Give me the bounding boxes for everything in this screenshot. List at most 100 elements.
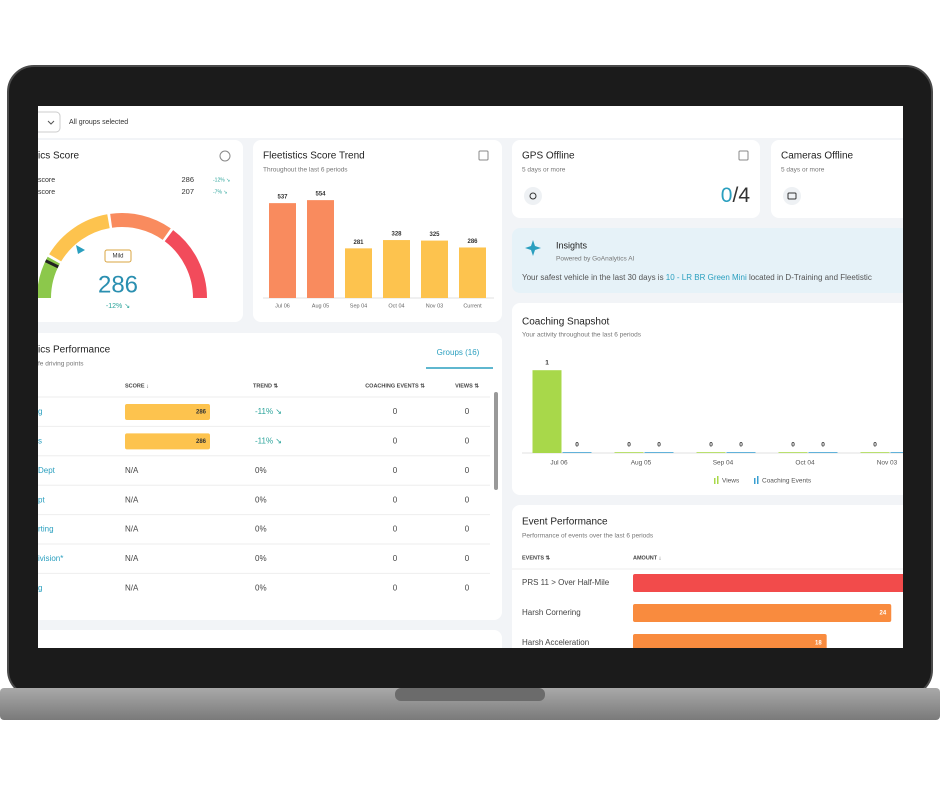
bar	[614, 452, 644, 453]
vehicle-link[interactable]: 10 - LR BR Green Mini	[666, 273, 747, 282]
card-title: Coaching Snapshot	[522, 317, 610, 328]
laptop-base	[0, 688, 940, 720]
maintenance-card	[38, 630, 502, 648]
camera-icon	[787, 192, 797, 200]
card-subtitle: Your activity throughout the last 6 peri…	[522, 332, 642, 339]
event-name: PRS 11 > Over Half-Mile	[522, 578, 610, 587]
group-link[interactable]: rting	[38, 525, 54, 534]
x-tick-label: Sep 04	[713, 460, 734, 467]
event-bar	[633, 634, 827, 648]
bar	[860, 452, 890, 453]
value-label: 0	[873, 442, 877, 449]
score-na: N/A	[125, 554, 139, 563]
trend: 0%	[255, 495, 267, 504]
gauge-segment	[49, 214, 110, 262]
card-subtitle: fe driving points	[38, 361, 84, 368]
event-value: 24	[880, 611, 887, 617]
trend: 0%	[255, 584, 267, 593]
coaching-events: 0	[393, 495, 398, 504]
score-na: N/A	[125, 466, 139, 475]
bar	[421, 240, 448, 298]
coaching-card	[512, 303, 903, 495]
card-title: Cameras Offline	[781, 151, 854, 162]
legend-swatch	[754, 478, 756, 484]
card-subtitle: Performance of events over the last 6 pe…	[522, 533, 654, 540]
filter-label: All groups selected	[69, 119, 128, 126]
message-text: located in D-Training and Fleetistic	[747, 273, 872, 282]
card-title: Fleetistics Score Trend	[263, 151, 365, 162]
value-label: 0	[627, 442, 631, 449]
legend-label: Views	[722, 478, 740, 485]
views: 0	[465, 495, 470, 504]
card-title: GPS Offline	[522, 151, 575, 162]
column-header[interactable]: VIEWS ⇅	[455, 382, 479, 389]
column-header[interactable]: SCORE ↓	[125, 383, 149, 389]
open-icon[interactable]	[738, 150, 749, 161]
row-value: 286	[181, 175, 194, 184]
bar	[562, 452, 592, 453]
bar	[778, 452, 808, 453]
card-subtitle: Throughout the last 6 periods	[263, 167, 348, 174]
value-label: 0	[575, 442, 579, 449]
group-link[interactable]: pt	[38, 495, 45, 504]
event-bar	[633, 574, 903, 592]
gauge-badge: Mild	[112, 254, 123, 260]
camera-icon-bg	[783, 187, 801, 205]
gauge-change: -12% ↘	[106, 303, 130, 310]
x-tick-label: Jul 06	[275, 303, 290, 309]
performance-card	[38, 333, 502, 620]
gps-icon	[529, 192, 537, 200]
gauge-pointer	[76, 245, 85, 254]
views: 0	[465, 407, 470, 416]
views: 0	[465, 525, 470, 534]
value-label: 1	[545, 360, 549, 367]
x-tick-label: Aug 05	[312, 303, 329, 309]
group-link[interactable]: g	[38, 584, 42, 593]
trend: -11% ↘	[255, 407, 282, 416]
bar	[696, 452, 726, 453]
scrollbar[interactable]	[494, 392, 498, 490]
card-subtitle: 5 days or more	[781, 167, 825, 174]
column-header[interactable]: COACHING EVENTS ⇅	[365, 382, 425, 389]
card-title: Event Performance	[522, 517, 608, 528]
bar	[532, 370, 562, 453]
legend-swatch	[717, 476, 719, 484]
group-link[interactable]: ivision*	[38, 554, 63, 563]
coaching-events: 0	[393, 466, 398, 475]
dashboard: All groups selected ics Score Fleetistic…	[38, 106, 903, 648]
group-link[interactable]: g	[38, 407, 42, 416]
column-header[interactable]: AMOUNT ↓	[633, 555, 662, 561]
score-bar	[125, 433, 210, 450]
groups-tab[interactable]: Groups (16)	[437, 348, 480, 357]
info-icon[interactable]	[219, 150, 231, 162]
card-title: ics Score	[38, 151, 80, 162]
value-label: 328	[391, 232, 402, 238]
x-tick-label: Current	[463, 303, 482, 309]
score-label: 286	[196, 410, 207, 416]
coaching-events: 0	[393, 437, 398, 446]
x-tick-label: Oct 04	[795, 460, 815, 467]
value-label: 0	[657, 442, 661, 449]
group-link[interactable]: Dept	[38, 466, 56, 475]
bar	[644, 452, 674, 453]
views: 0	[465, 437, 470, 446]
open-icon[interactable]	[478, 150, 489, 161]
total: /4	[732, 184, 750, 207]
row-label: score	[38, 189, 55, 196]
column-header[interactable]: TREND ⇅	[253, 382, 278, 389]
legend-swatch	[714, 478, 716, 484]
coaching-events: 0	[393, 407, 398, 416]
score-label: 286	[196, 439, 207, 445]
column-header[interactable]: EVENTS ⇅	[522, 554, 551, 561]
value-label: 286	[467, 239, 478, 245]
group-link[interactable]: s	[38, 437, 42, 446]
value-label: 325	[429, 232, 440, 238]
score-na: N/A	[125, 525, 139, 534]
offline-count: 0/4	[721, 184, 751, 207]
row-label: score	[38, 177, 55, 184]
gps-card	[512, 140, 760, 218]
trend: 0%	[255, 466, 267, 475]
row-change: -7% ↘	[213, 189, 227, 195]
